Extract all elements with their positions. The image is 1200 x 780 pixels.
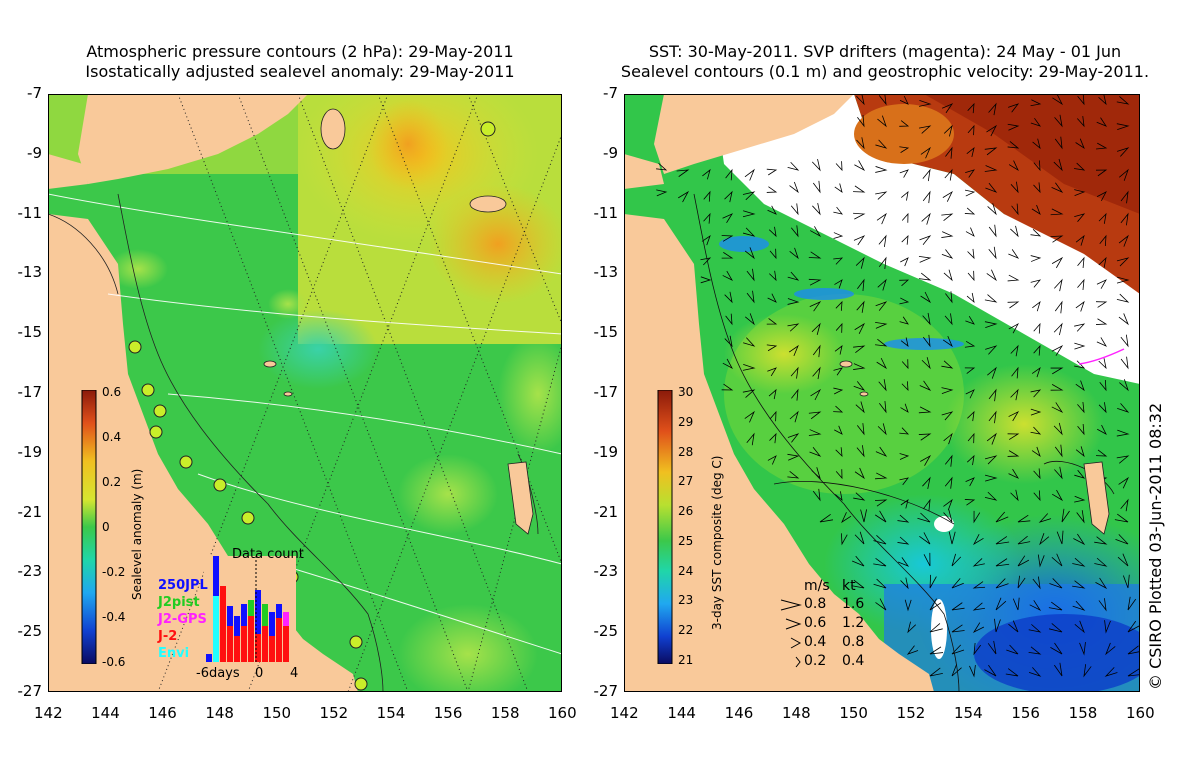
colorbar-tick-label: 29 (678, 415, 693, 429)
colorbar-tick-label: 28 (678, 445, 693, 459)
lon-tick-label: 148 (205, 704, 234, 722)
lon-tick-label: 144 (91, 704, 120, 722)
copyright-text: © CSIRO Plotted 03-Jun-2011 08:32 (1146, 403, 1165, 690)
lon-tick-label: 154 (954, 704, 983, 722)
speed-legend-kt: 0.4 (842, 653, 864, 669)
lon-tick-label: 146 (725, 704, 754, 722)
lon-tick-label: 150 (839, 704, 868, 722)
lat-tick-label: -13 (2, 263, 42, 281)
lon-tick-label: 156 (434, 704, 463, 722)
colorbar-tick-label: -0.2 (102, 565, 125, 579)
lat-tick-label: -17 (2, 383, 42, 401)
inset-legend-item: J2-GPS (158, 612, 207, 627)
lat-tick-label: -23 (2, 562, 42, 580)
colorbar-tick-label: 23 (678, 593, 693, 607)
inset-legend-item: Envi (158, 646, 189, 661)
right-title-line2: Sealevel contours (0.1 m) and geostrophi… (600, 62, 1170, 82)
lat-tick-label: -25 (2, 622, 42, 640)
lat-tick-label: -15 (578, 323, 618, 341)
speed-arrow-icon (780, 598, 802, 612)
speed-arrow-icon (780, 636, 802, 650)
lon-tick-label: 144 (667, 704, 696, 722)
sealevel-anomaly-map (48, 94, 562, 692)
colorbar-tick-label: 0.2 (102, 475, 121, 489)
speed-legend-ms: 0.6 (804, 615, 826, 631)
speed-legend-header-ms: m/s (804, 578, 830, 594)
data-count-histogram (204, 556, 296, 662)
inset-legend-item: J2pist (158, 595, 200, 610)
lat-tick-label: -15 (2, 323, 42, 341)
inset-legend-item: J-2 (158, 629, 177, 644)
speed-arrow-icon (780, 655, 802, 669)
right-title-line1: SST: 30-May-2011. SVP drifters (magenta)… (600, 42, 1170, 62)
left-title-line2: Isostatically adjusted sealevel anomaly:… (60, 62, 540, 82)
lat-tick-label: -23 (578, 562, 618, 580)
inset-legend-item: 250JPL (158, 578, 208, 593)
lon-tick-label: 152 (320, 704, 349, 722)
sealevel-colorbar (80, 390, 100, 664)
inset-xtick-0: 0 (255, 666, 263, 681)
speed-legend-ms: 0.4 (804, 634, 826, 650)
lon-tick-label: 160 (548, 704, 577, 722)
lat-tick-label: -21 (578, 503, 618, 521)
lon-tick-label: 160 (1126, 704, 1155, 722)
lat-tick-label: -27 (2, 682, 42, 700)
lon-tick-label: 152 (897, 704, 926, 722)
speed-legend-ms: 0.2 (804, 653, 826, 669)
colorbar-tick-label: -0.4 (102, 610, 125, 624)
speed-legend-header-kt: kt (842, 578, 856, 594)
colorbar-tick-label: 21 (678, 653, 693, 667)
lon-tick-label: 142 (610, 704, 639, 722)
lat-tick-label: -7 (2, 84, 42, 102)
lat-tick-label: -7 (578, 84, 618, 102)
lat-tick-label: -27 (578, 682, 618, 700)
sst-map (624, 94, 1140, 692)
lon-tick-label: 158 (1069, 704, 1098, 722)
colorbar-tick-label: 24 (678, 564, 693, 578)
speed-legend-kt: 1.6 (842, 596, 864, 612)
lat-tick-label: -11 (578, 204, 618, 222)
colorbar-tick-label: 0.6 (102, 385, 121, 399)
lat-tick-label: -21 (2, 503, 42, 521)
speed-legend-kt: 1.2 (842, 615, 864, 631)
colorbar-tick-label: 30 (678, 385, 693, 399)
inset-xlabel: -6days (196, 666, 240, 681)
lat-tick-label: -9 (578, 144, 618, 162)
left-title-line1: Atmospheric pressure contours (2 hPa): 2… (60, 42, 540, 62)
lon-tick-label: 142 (34, 704, 63, 722)
speed-legend-kt: 0.8 (842, 634, 864, 650)
speed-arrow-icon (780, 617, 802, 631)
colorbar-tick-label: 0.4 (102, 430, 121, 444)
lat-tick-label: -19 (2, 443, 42, 461)
lon-tick-label: 158 (491, 704, 520, 722)
colorbar-tick-label: -0.6 (102, 655, 125, 669)
lat-tick-label: -25 (578, 622, 618, 640)
colorbar-tick-label: 26 (678, 504, 693, 518)
sst-colorbar-label: 3-day SST composite (deg C) (710, 456, 724, 630)
lat-tick-label: -11 (2, 204, 42, 222)
lon-tick-label: 148 (782, 704, 811, 722)
sealevel-colorbar-label: Sealevel anomaly (m) (130, 469, 144, 600)
speed-legend-ms: 0.8 (804, 596, 826, 612)
lat-tick-label: -17 (578, 383, 618, 401)
inset-xtick-4: 4 (290, 666, 298, 681)
lon-tick-label: 150 (262, 704, 291, 722)
lat-tick-label: -9 (2, 144, 42, 162)
lon-tick-label: 146 (148, 704, 177, 722)
colorbar-tick-label: 25 (678, 534, 693, 548)
lon-tick-label: 156 (1011, 704, 1040, 722)
colorbar-tick-label: 27 (678, 474, 693, 488)
lat-tick-label: -13 (578, 263, 618, 281)
sst-colorbar (656, 390, 676, 664)
colorbar-tick-label: 22 (678, 623, 693, 637)
lon-tick-label: 154 (377, 704, 406, 722)
lat-tick-label: -19 (578, 443, 618, 461)
colorbar-tick-label: 0 (102, 520, 110, 534)
inset-title: Data count (232, 547, 304, 562)
